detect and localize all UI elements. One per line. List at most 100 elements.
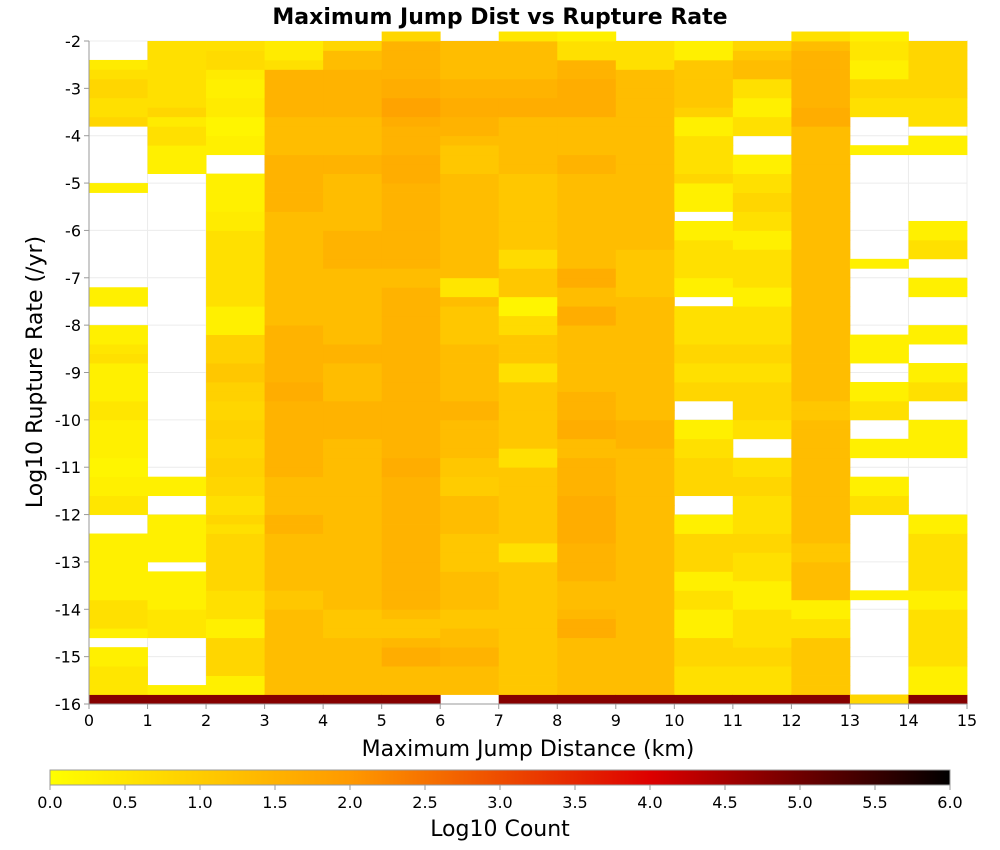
heatmap-cell bbox=[381, 97, 441, 108]
heatmap-cell bbox=[791, 533, 851, 544]
heatmap-cell bbox=[615, 126, 675, 137]
heatmap-cell bbox=[381, 69, 441, 80]
heatmap-cell bbox=[206, 685, 265, 695]
heatmap-cell bbox=[908, 590, 968, 601]
heatmap-cell bbox=[791, 116, 851, 127]
heatmap-cell bbox=[440, 467, 500, 478]
heatmap-cell bbox=[791, 372, 851, 383]
heatmap-cell bbox=[147, 486, 207, 497]
heatmap-cell bbox=[615, 685, 675, 695]
heatmap-cell bbox=[674, 542, 734, 553]
heatmap-cell bbox=[674, 334, 734, 345]
y-tick-label: -11 bbox=[55, 458, 81, 477]
heatmap-cell bbox=[323, 372, 383, 383]
heatmap-cell bbox=[381, 495, 441, 506]
heatmap-cell bbox=[908, 628, 968, 639]
heatmap-cell bbox=[89, 107, 148, 118]
heatmap-cell bbox=[908, 145, 968, 156]
heatmap-cell bbox=[440, 287, 500, 298]
heatmap-cell bbox=[615, 381, 675, 392]
heatmap-cell bbox=[89, 448, 148, 459]
heatmap-cell bbox=[381, 410, 441, 421]
heatmap-cell bbox=[674, 438, 734, 449]
heatmap-cell bbox=[206, 173, 265, 184]
heatmap-cell bbox=[908, 220, 968, 231]
heatmap-cell bbox=[381, 467, 441, 478]
color-scale-tick-label: 1.5 bbox=[262, 793, 287, 812]
heatmap-cell bbox=[89, 429, 148, 440]
heatmap-cell bbox=[732, 476, 792, 487]
heatmap-cell bbox=[674, 353, 734, 364]
heatmap-cell bbox=[615, 306, 675, 317]
heatmap-cell bbox=[615, 97, 675, 108]
heatmap-cell bbox=[323, 145, 383, 156]
x-tick-label: 12 bbox=[781, 711, 801, 730]
heatmap-cell bbox=[381, 211, 441, 222]
heatmap-cell bbox=[791, 164, 851, 174]
heatmap-cell bbox=[674, 202, 734, 212]
heatmap-cell bbox=[791, 154, 851, 165]
heatmap-cell bbox=[732, 249, 792, 260]
heatmap-cell bbox=[908, 230, 968, 241]
heatmap-cell bbox=[323, 590, 383, 601]
heatmap-cell bbox=[323, 107, 383, 118]
heatmap-cell bbox=[557, 173, 617, 184]
heatmap-cell bbox=[791, 31, 851, 42]
heatmap-cell bbox=[323, 448, 383, 459]
heatmap-cell bbox=[557, 685, 617, 695]
heatmap-cell bbox=[323, 476, 383, 487]
heatmap-cell bbox=[498, 448, 558, 459]
heatmap-cell bbox=[440, 277, 500, 288]
heatmap-cell bbox=[732, 656, 792, 667]
heatmap-cell bbox=[206, 400, 265, 411]
heatmap-cell bbox=[440, 391, 500, 402]
heatmap-cell bbox=[206, 135, 265, 146]
heatmap-cell bbox=[498, 524, 558, 534]
chart-title: Maximum Jump Dist vs Rupture Rate bbox=[272, 5, 727, 30]
heatmap-cell bbox=[849, 438, 909, 449]
heatmap-cell bbox=[557, 419, 617, 430]
heatmap-cell bbox=[381, 353, 441, 364]
heatmap-cell bbox=[557, 334, 617, 345]
x-tick-label: 0 bbox=[84, 711, 94, 730]
heatmap-cell bbox=[791, 41, 851, 51]
heatmap-cell bbox=[615, 419, 675, 430]
heatmap-cell bbox=[732, 391, 792, 402]
heatmap-cell bbox=[381, 571, 441, 582]
heatmap-cell bbox=[732, 524, 792, 534]
heatmap-cell bbox=[674, 467, 734, 478]
heatmap-cell bbox=[498, 363, 558, 373]
heatmap-cell bbox=[791, 571, 851, 582]
heatmap-cell bbox=[323, 391, 383, 402]
heatmap-cell bbox=[206, 268, 265, 279]
heatmap-cell bbox=[557, 457, 617, 468]
heatmap-cell bbox=[381, 164, 441, 174]
heatmap-cell bbox=[557, 69, 617, 80]
heatmap-cell bbox=[498, 192, 558, 203]
heatmap-cell bbox=[147, 618, 207, 629]
heatmap-cell bbox=[615, 287, 675, 298]
heatmap-cell bbox=[615, 145, 675, 156]
heatmap-cell bbox=[498, 505, 558, 515]
heatmap-cell bbox=[791, 419, 851, 430]
heatmap-cell bbox=[206, 344, 265, 354]
heatmap-cell bbox=[440, 609, 500, 620]
heatmap-cell bbox=[908, 666, 968, 676]
heatmap-cell bbox=[440, 88, 500, 99]
heatmap-cell bbox=[440, 580, 500, 591]
heatmap-cell bbox=[323, 495, 383, 506]
heatmap-cell bbox=[381, 220, 441, 231]
heatmap-cell bbox=[381, 590, 441, 601]
heatmap-cell bbox=[206, 239, 265, 250]
heatmap-cell bbox=[791, 325, 851, 336]
heatmap-cell bbox=[498, 590, 558, 601]
heatmap-cell bbox=[381, 344, 441, 354]
heatmap-cell bbox=[440, 239, 500, 250]
heatmap-cell bbox=[791, 486, 851, 497]
heatmap-cell bbox=[791, 220, 851, 231]
heatmap-cell bbox=[674, 69, 734, 80]
y-tick-label: -14 bbox=[55, 600, 81, 619]
heatmap-cell bbox=[908, 287, 968, 298]
heatmap-cell bbox=[440, 334, 500, 345]
heatmap-cell bbox=[674, 315, 734, 326]
